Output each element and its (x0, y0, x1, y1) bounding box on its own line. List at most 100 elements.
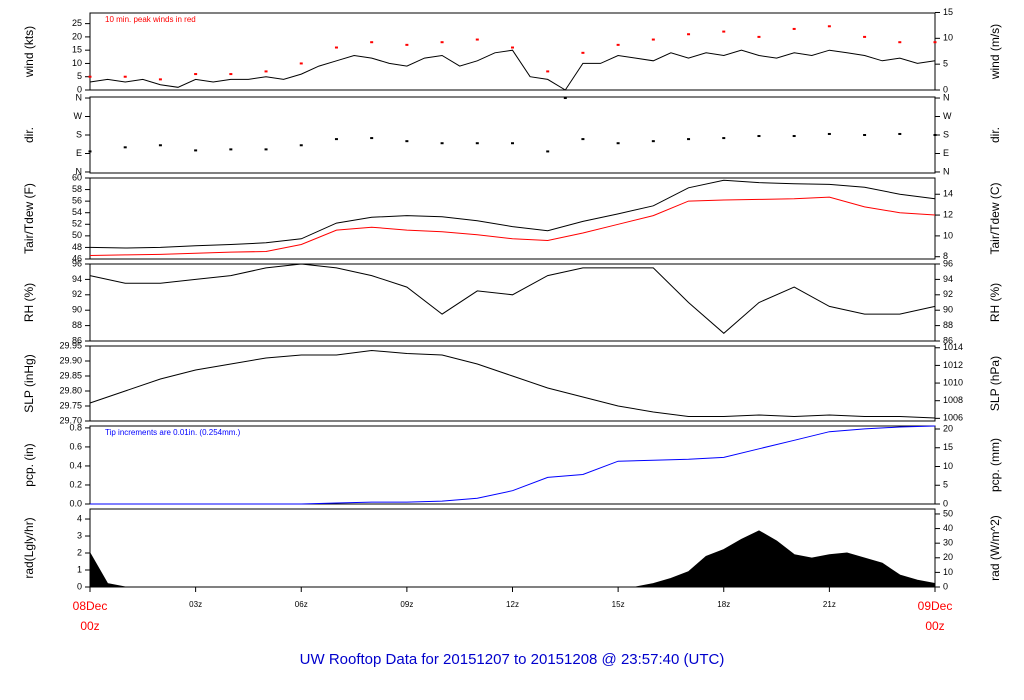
y2-tick-label: 50 (943, 508, 953, 518)
y-tick-label: 60 (72, 172, 82, 182)
y-tick-label: 29.95 (59, 340, 82, 350)
x-tick-label: 09Dec (918, 599, 953, 613)
y-tick-label: 88 (72, 320, 82, 330)
y-tick-label: 90 (72, 305, 82, 315)
y2-tick-label: 88 (943, 320, 953, 330)
y-tick-label: 56 (72, 196, 82, 206)
data-point (264, 70, 268, 73)
y2-tick-label: 5 (943, 59, 948, 69)
y-tick-label: 52 (72, 219, 82, 229)
data-point (757, 35, 761, 38)
y2-tick-label: 14 (943, 189, 953, 199)
y2-tick-label: 15 (943, 7, 953, 17)
y-tick-label: 0.4 (69, 460, 82, 470)
y-tick-label: 94 (72, 274, 82, 284)
data-point (933, 134, 937, 136)
y-tick-label: 58 (72, 184, 82, 194)
y2-tick-label: 20 (943, 423, 953, 433)
y2-tick-label: 96 (943, 258, 953, 268)
data-point (334, 138, 338, 141)
y-axis-label: SLP (inHg) (22, 354, 36, 412)
data-point (264, 148, 268, 151)
x-tick-label: 03z (189, 600, 202, 609)
y-tick-label: 20 (72, 31, 82, 41)
data-point (440, 41, 444, 44)
y2-tick-label: 0 (943, 581, 948, 591)
annotation: Tip increments are 0.01in. (0.254mm.) (105, 428, 241, 437)
data-point (511, 46, 514, 49)
y-tick-label: 29.90 (59, 355, 82, 365)
y2-tick-label: W (943, 111, 952, 121)
y-tick-label: 0.6 (69, 441, 82, 451)
data-point (123, 146, 127, 149)
y2-tick-label: N (943, 92, 950, 102)
y2-tick-label: 30 (943, 538, 953, 548)
x-tick-label: 21z (823, 600, 836, 609)
y2-tick-label: 94 (943, 274, 953, 284)
y-tick-label: 3 (77, 530, 82, 540)
data-point (370, 137, 374, 140)
y2-axis-label: pcp. (mm) (988, 438, 1002, 492)
data-point (511, 142, 514, 145)
y-tick-label: N (76, 92, 83, 102)
y-axis-label: RH (%) (22, 283, 36, 322)
data-point (475, 142, 479, 145)
y-tick-label: 0 (77, 581, 82, 591)
y-tick-label: 10 (72, 58, 82, 68)
y2-tick-label: 10 (943, 33, 953, 43)
data-point (687, 138, 691, 141)
y-tick-label: 4 (77, 513, 82, 523)
data-point (581, 138, 585, 141)
y-tick-label: 2 (77, 547, 82, 557)
data-point (687, 33, 691, 36)
y2-tick-label: 0 (943, 84, 948, 94)
y-tick-label: 96 (72, 258, 82, 268)
x-tick-label: 00z (80, 619, 99, 633)
y2-axis-label: RH (%) (988, 283, 1002, 322)
data-point (158, 78, 162, 81)
y2-tick-label: S (943, 129, 949, 139)
x-tick-label: 09z (400, 600, 413, 609)
data-point (563, 97, 567, 100)
y2-tick-label: 0 (943, 498, 948, 508)
panel-frame (89, 425, 936, 505)
y2-tick-label: 15 (943, 442, 953, 452)
data-point (229, 73, 233, 76)
y-tick-label: S (76, 129, 82, 139)
data-point (88, 75, 92, 78)
y-axis-label: Tair/Tdew (F) (22, 183, 36, 254)
data-point (722, 30, 726, 33)
area (89, 530, 936, 588)
data-point (827, 25, 831, 28)
y-tick-label: 29.75 (59, 400, 82, 410)
y2-tick-label: 5 (943, 480, 948, 490)
line (89, 196, 936, 256)
y2-tick-label: N (943, 166, 950, 176)
data-point (581, 51, 585, 54)
data-point (299, 62, 303, 65)
y2-tick-label: E (943, 148, 949, 158)
y-tick-label: 50 (72, 230, 82, 240)
y-tick-label: 0.0 (69, 498, 82, 508)
y2-tick-label: 92 (943, 289, 953, 299)
data-point (88, 150, 92, 153)
x-tick-label: 06z (295, 600, 308, 609)
data-point (123, 75, 127, 78)
data-point (792, 135, 796, 138)
y2-axis-label: Tair/Tdew (C) (988, 182, 1002, 254)
data-point (722, 137, 726, 140)
data-point (933, 41, 937, 44)
y-tick-label: 86 (72, 335, 82, 345)
y-tick-label: 5 (77, 71, 82, 81)
line (89, 179, 936, 249)
data-point (158, 144, 162, 147)
y-tick-label: 92 (72, 289, 82, 299)
x-tick-label: 08Dec (73, 599, 108, 613)
line (89, 263, 936, 334)
data-point (546, 150, 550, 153)
y-tick-label: W (74, 111, 83, 121)
y2-axis-label: rad (W/m^2) (988, 515, 1002, 581)
data-point (651, 140, 655, 143)
data-point (863, 134, 867, 136)
